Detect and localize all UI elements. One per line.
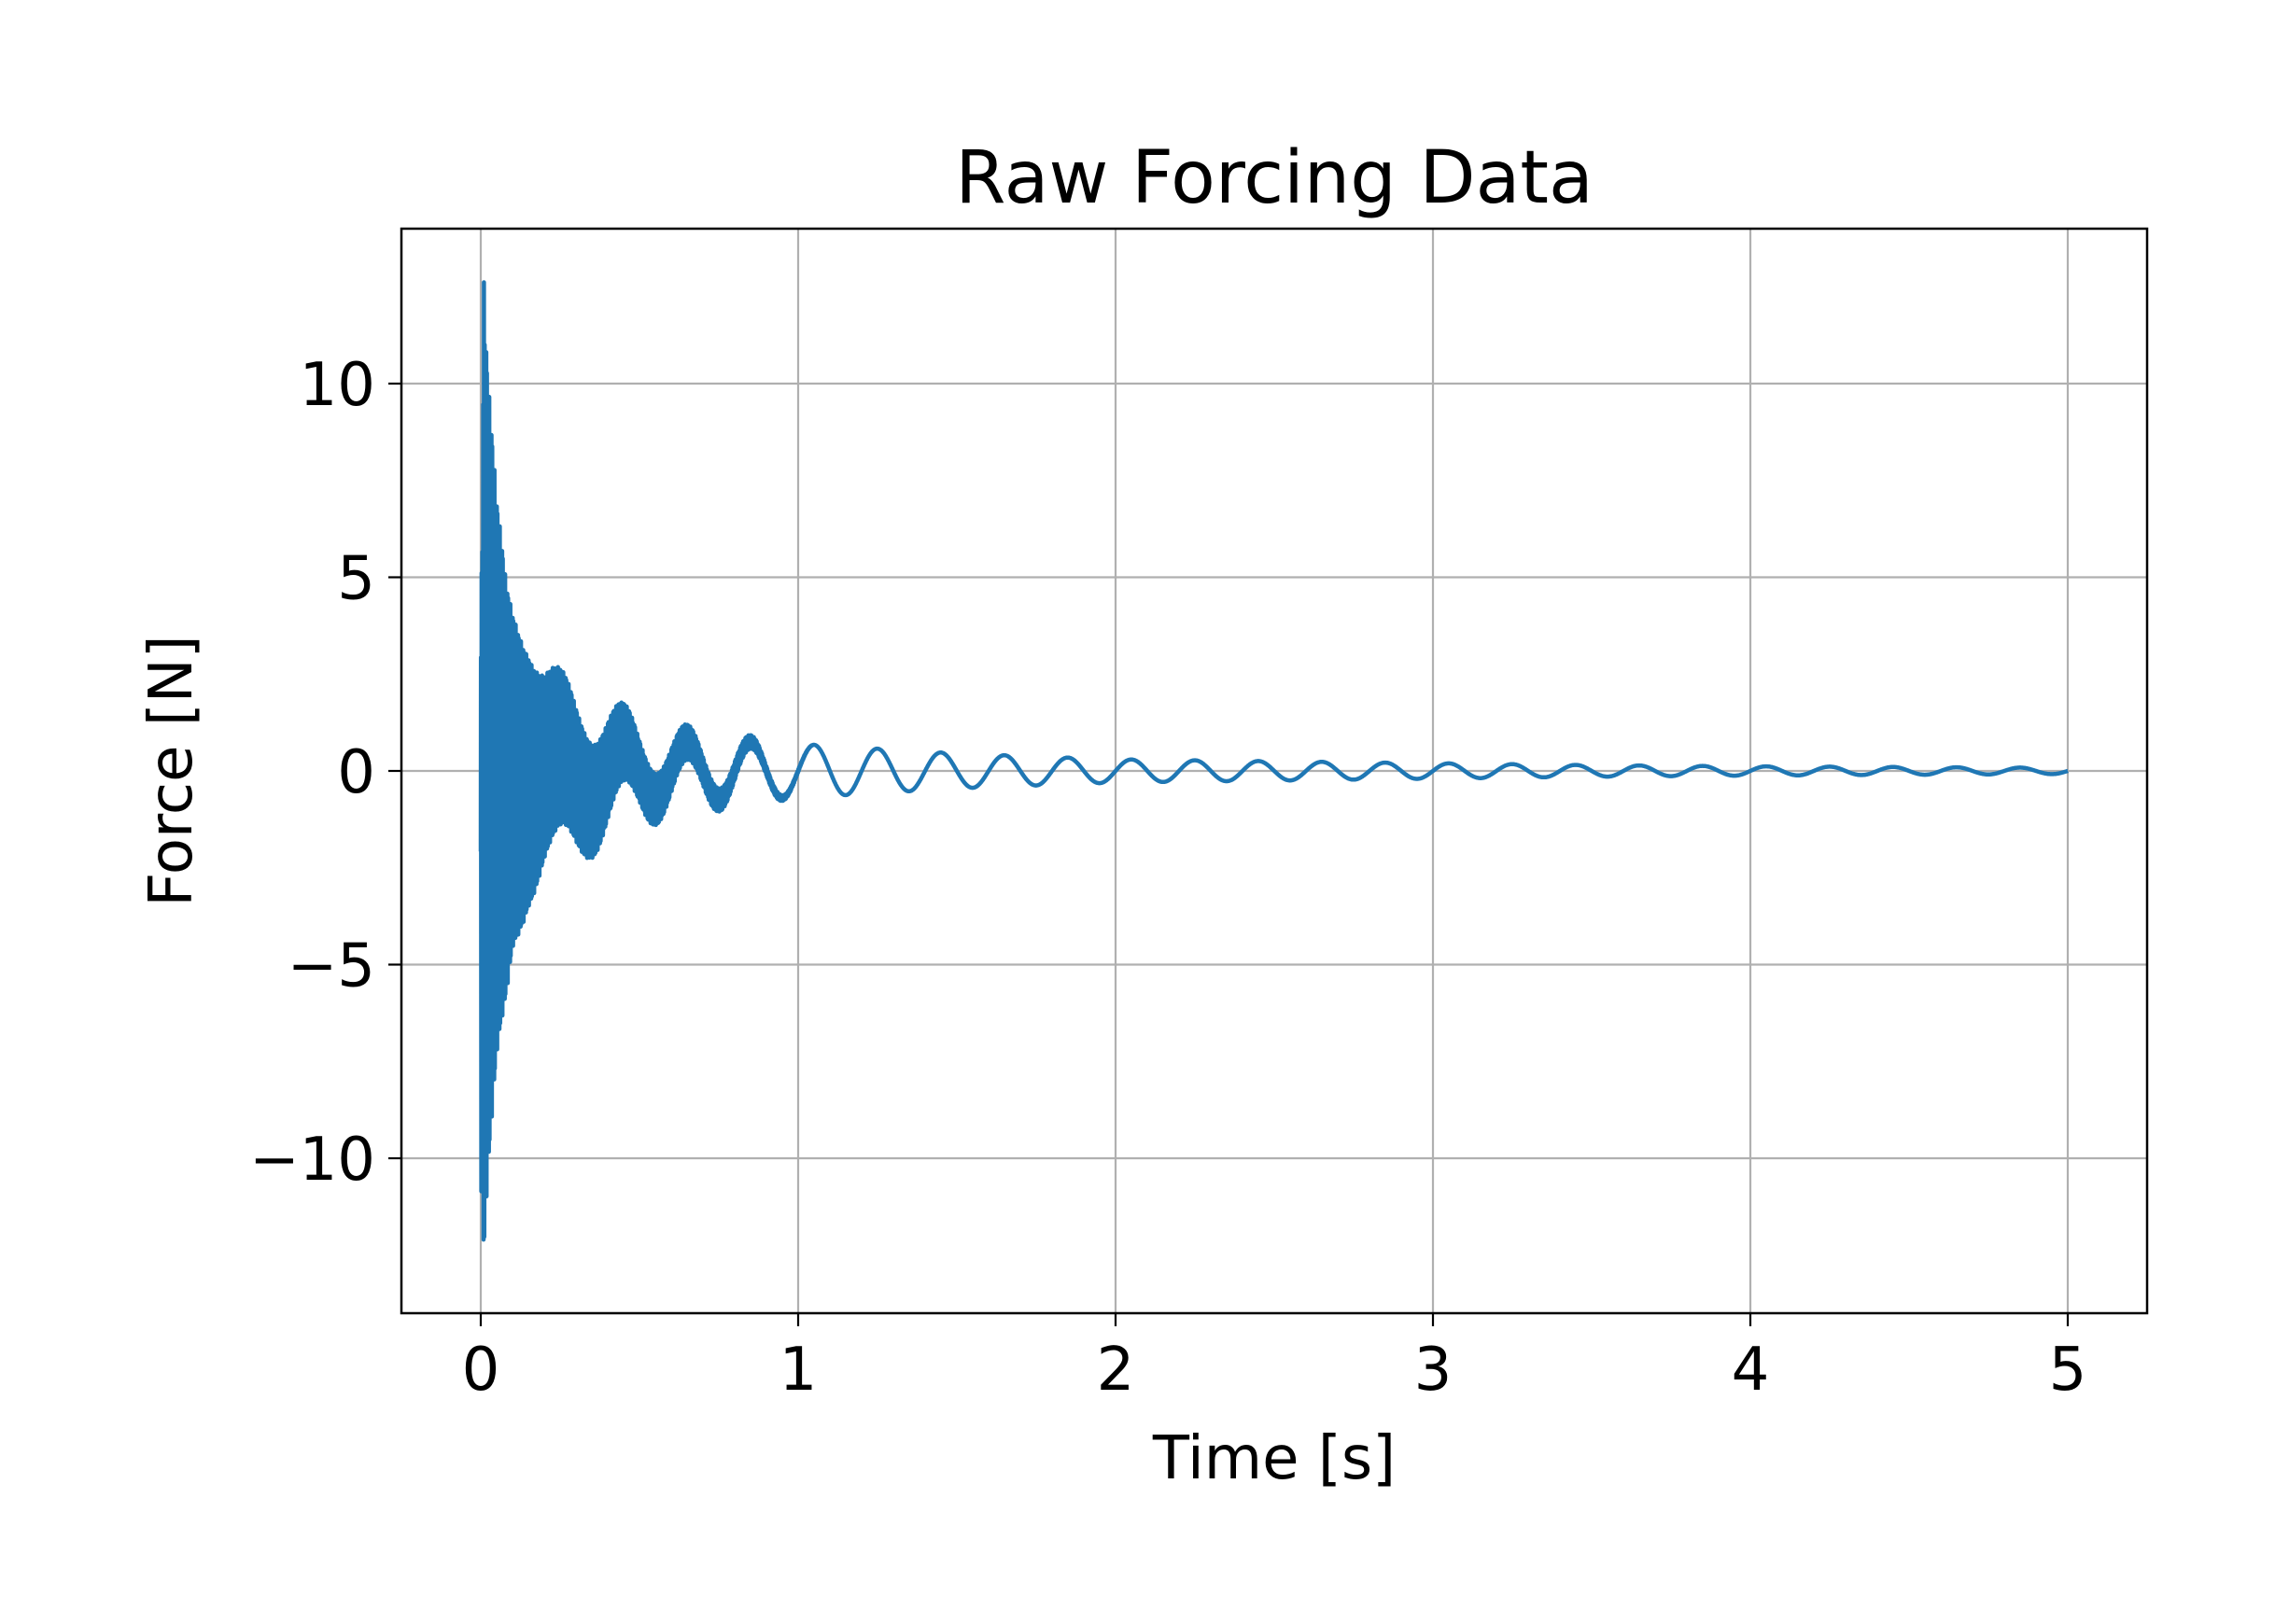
x-axis-label: Time [s] bbox=[1152, 1424, 1396, 1493]
y-tick-label: 0 bbox=[337, 738, 375, 807]
y-tick-label: −5 bbox=[288, 932, 375, 1001]
x-tick-label: 1 bbox=[779, 1336, 818, 1405]
tick-layer: 0 1 2 3 4 5 −10 −5 0 5 10 bbox=[249, 351, 2086, 1405]
y-tick-label: 5 bbox=[337, 545, 375, 614]
x-tick-label: 5 bbox=[2049, 1336, 2087, 1405]
y-tick-label: 10 bbox=[300, 351, 375, 420]
x-tick-label: 4 bbox=[1732, 1336, 1770, 1405]
series-line bbox=[478, 280, 2071, 1242]
y-tick-label: −10 bbox=[249, 1126, 375, 1195]
x-tick-label: 3 bbox=[1414, 1336, 1453, 1405]
x-tick-label: 0 bbox=[462, 1336, 500, 1405]
y-axis-label: Force [N] bbox=[137, 635, 206, 906]
chart-title: Raw Forcing Data bbox=[955, 136, 1594, 220]
series-layer bbox=[478, 280, 2071, 1242]
x-tick-label: 2 bbox=[1097, 1336, 1135, 1405]
